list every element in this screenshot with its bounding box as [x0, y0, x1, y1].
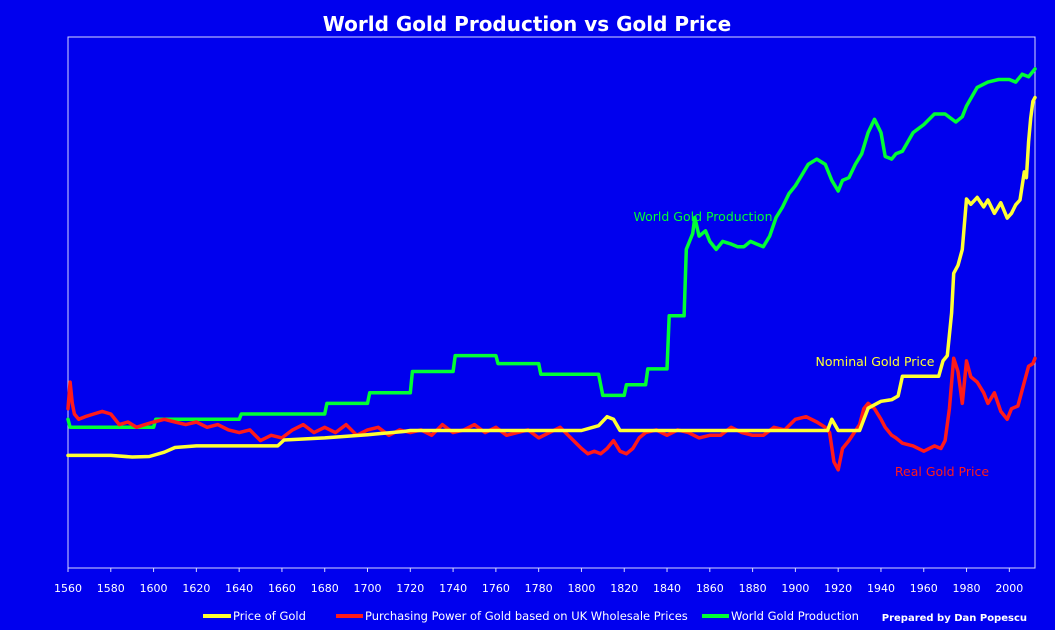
x-tick-label-1780: 1780	[525, 582, 553, 595]
x-tick-label-1620: 1620	[182, 582, 210, 595]
plot-area	[67, 36, 1036, 569]
chart-title: World Gold Production vs Gold Price	[323, 12, 731, 36]
x-tick-label-1680: 1680	[311, 582, 339, 595]
x-tick-label-1980: 1980	[953, 582, 981, 595]
x-tick-label-1640: 1640	[225, 582, 253, 595]
x-tick-label-1920: 1920	[824, 582, 852, 595]
legend: Price of Gold Purchasing Power of Gold b…	[203, 609, 859, 623]
world-gold-production-line	[66, 67, 1037, 430]
x-tick-label-1740: 1740	[439, 582, 467, 595]
x-tick-label-1840: 1840	[653, 582, 681, 595]
x-tick-label-1760: 1760	[482, 582, 510, 595]
x-tick-label-1560: 1560	[54, 582, 82, 595]
credit-text: Prepared by Dan Popescu	[882, 613, 1027, 624]
legend-label-purchasing-power: Purchasing Power of Gold based on UK Who…	[365, 609, 688, 623]
x-axis-ticks: 1560 1580 1600 1620 1640 1660 1680 1700 1720 1740…	[54, 568, 1023, 595]
series-lines	[66, 67, 1037, 472]
x-tick-label-1860: 1860	[696, 582, 724, 595]
purchasing-power-line	[66, 356, 1037, 472]
x-tick-label-1900: 1900	[781, 582, 809, 595]
x-tick-label-1720: 1720	[396, 582, 424, 595]
legend-label-price-of-gold: Price of Gold	[233, 609, 306, 623]
x-tick-label-1660: 1660	[268, 582, 296, 595]
x-tick-label-1940: 1940	[867, 582, 895, 595]
x-tick-label-1600: 1600	[140, 582, 168, 595]
annotation-nominal-gold-price: Nominal Gold Price	[816, 354, 935, 369]
legend-label-world-gold-production: World Gold Production	[731, 609, 859, 623]
x-tick-label-1880: 1880	[739, 582, 767, 595]
x-tick-label-1960: 1960	[910, 582, 938, 595]
x-tick-label-1580: 1580	[97, 582, 125, 595]
x-tick-label-1820: 1820	[610, 582, 638, 595]
annotation-world-gold-production: World Gold Production	[633, 209, 772, 224]
x-tick-label-1800: 1800	[567, 582, 595, 595]
x-tick-label-2000: 2000	[995, 582, 1023, 595]
annotation-real-gold-price: Real Gold Price	[895, 464, 989, 479]
price-of-gold-line	[66, 95, 1037, 459]
x-tick-label-1700: 1700	[354, 582, 382, 595]
